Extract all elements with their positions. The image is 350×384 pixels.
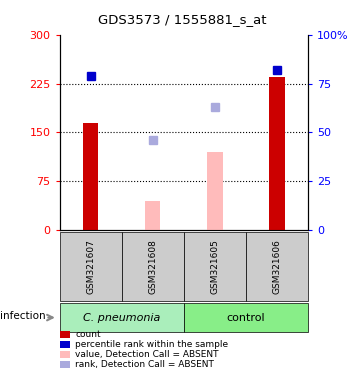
Text: control: control [226,313,265,323]
Text: infection: infection [0,311,46,321]
Text: value, Detection Call = ABSENT: value, Detection Call = ABSENT [75,350,219,359]
Text: C. pneumonia: C. pneumonia [83,313,160,323]
Text: count: count [75,330,101,339]
Text: GSM321608: GSM321608 [148,240,157,294]
Text: GSM321607: GSM321607 [86,240,95,294]
Bar [83,123,98,230]
Bar [269,77,285,230]
Text: rank, Detection Call = ABSENT: rank, Detection Call = ABSENT [75,360,214,369]
Bar [145,201,160,230]
Bar [207,152,223,230]
Text: GSM321605: GSM321605 [210,240,219,294]
Text: percentile rank within the sample: percentile rank within the sample [75,340,228,349]
Text: GDS3573 / 1555881_s_at: GDS3573 / 1555881_s_at [98,13,266,26]
Text: GSM321606: GSM321606 [272,240,281,294]
